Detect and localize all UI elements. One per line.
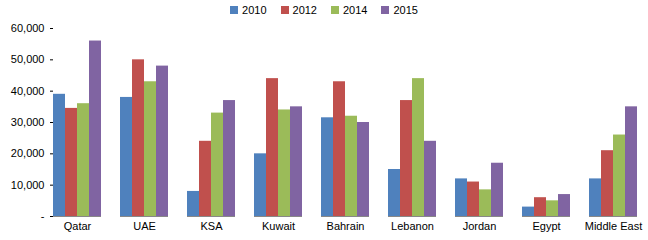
html-text:2012: 2012: [292, 4, 317, 16]
svg-text:Egypt: Egypt: [532, 220, 560, 232]
svg-text:-: -: [41, 210, 45, 222]
html-text:2014: 2014: [343, 4, 368, 16]
svg-text:Lebanon: Lebanon: [391, 220, 434, 232]
svg-text:60,000: 60,000: [11, 22, 45, 34]
svg-text:40,000: 40,000: [11, 85, 45, 97]
svg-text:Kuwait: Kuwait: [262, 220, 295, 232]
svg-text:Bahrain: Bahrain: [327, 220, 365, 232]
svg-text:30,000: 30,000: [11, 116, 45, 128]
html-text:2015: 2015: [393, 4, 418, 16]
svg-text:UAE: UAE: [133, 220, 156, 232]
svg-text:10,000: 10,000: [11, 179, 45, 191]
svg-text:50,000: 50,000: [11, 53, 45, 65]
svg-text:Qatar: Qatar: [64, 220, 92, 232]
svg-text:20,000: 20,000: [11, 147, 45, 159]
html-text:2010: 2010: [242, 4, 267, 16]
svg-text:Middle East: Middle East: [585, 220, 642, 232]
svg-text:Jordan: Jordan: [463, 220, 497, 232]
svg-text:KSA: KSA: [200, 220, 223, 232]
